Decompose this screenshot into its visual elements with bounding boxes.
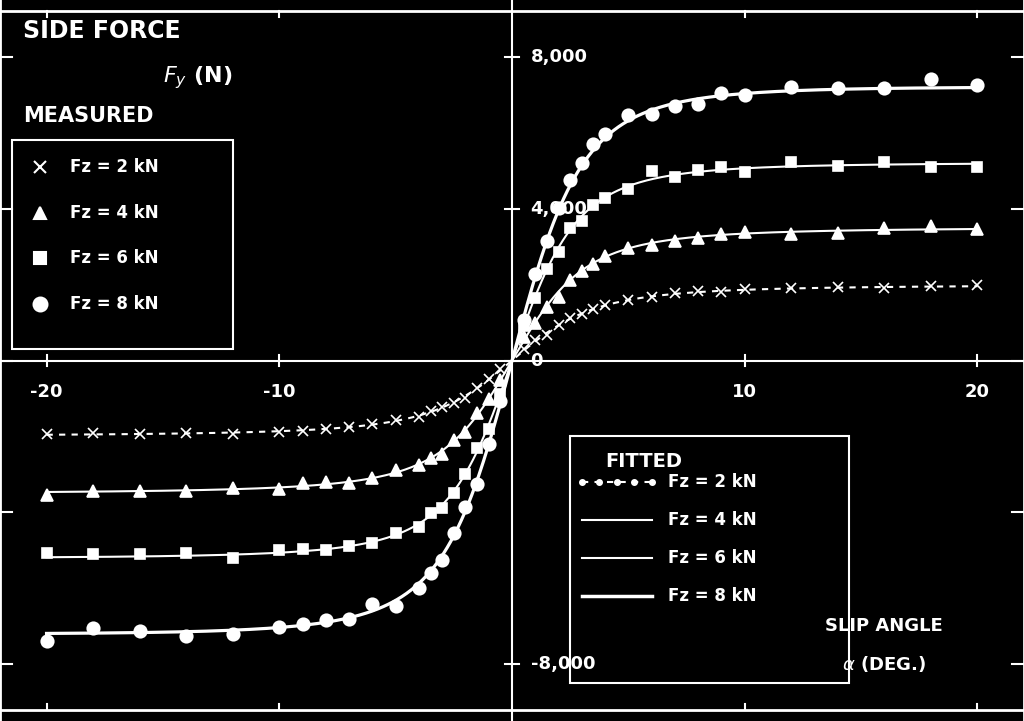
- Text: Fz = 8 kN: Fz = 8 kN: [668, 587, 757, 605]
- Text: Fz = 2 kN: Fz = 2 kN: [70, 158, 159, 176]
- Text: Fz = 6 kN: Fz = 6 kN: [668, 549, 757, 567]
- Text: 20: 20: [965, 384, 990, 402]
- Text: $\alpha$ (DEG.): $\alpha$ (DEG.): [843, 654, 927, 674]
- Text: Fz = 6 kN: Fz = 6 kN: [70, 249, 159, 267]
- Text: 10: 10: [732, 384, 757, 402]
- Text: Fz = 2 kN: Fz = 2 kN: [668, 473, 757, 491]
- Text: 8,000: 8,000: [530, 48, 588, 66]
- Bar: [570, 436, 850, 683]
- Text: MEASURED: MEASURED: [24, 106, 154, 126]
- Text: FITTED: FITTED: [605, 451, 682, 471]
- Text: -8,000: -8,000: [530, 655, 595, 673]
- Text: SIDE FORCE: SIDE FORCE: [24, 19, 181, 43]
- Text: SLIP ANGLE: SLIP ANGLE: [825, 617, 943, 635]
- Bar: [11, 141, 232, 349]
- Text: Fz = 4 kN: Fz = 4 kN: [668, 511, 757, 529]
- Text: 4,000: 4,000: [530, 200, 588, 218]
- Text: $\mathit{F_y}$ (N): $\mathit{F_y}$ (N): [163, 64, 232, 92]
- Text: -10: -10: [263, 384, 296, 402]
- Text: Fz = 8 kN: Fz = 8 kN: [70, 295, 159, 313]
- Text: -20: -20: [31, 384, 62, 402]
- Text: 0: 0: [530, 352, 543, 369]
- Text: Fz = 4 kN: Fz = 4 kN: [70, 203, 159, 221]
